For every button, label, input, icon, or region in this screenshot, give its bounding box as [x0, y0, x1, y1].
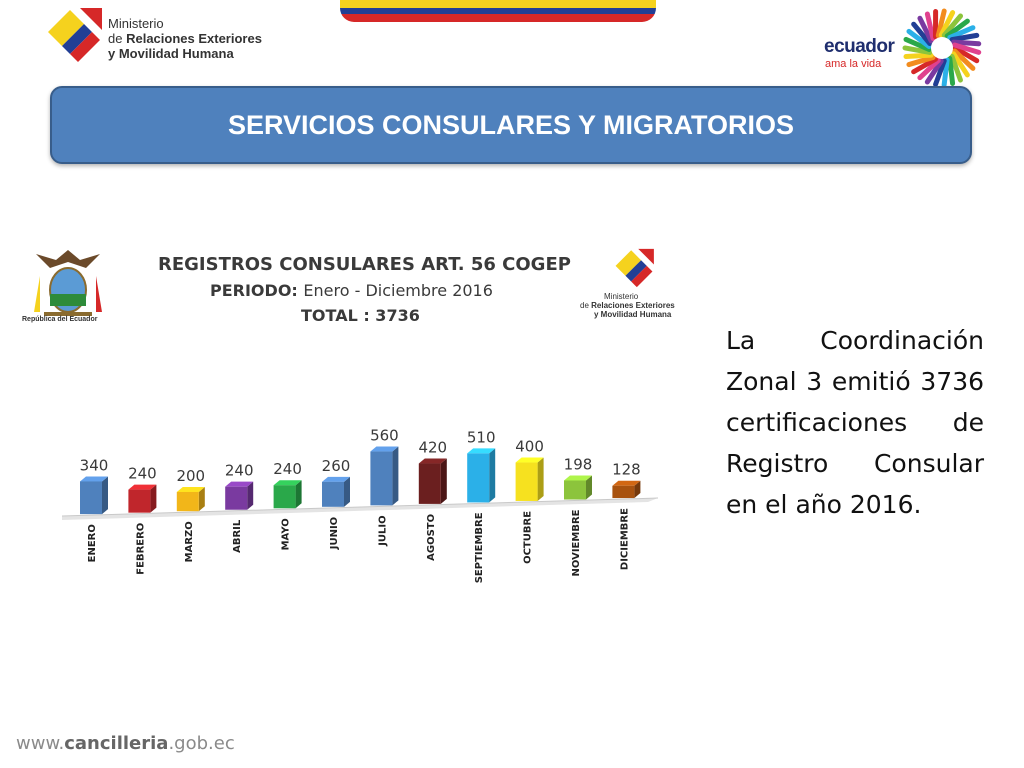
data-label-mayo: 240 [273, 460, 302, 478]
bar-side-mayo [295, 480, 302, 509]
bar-top-marzo [176, 486, 205, 492]
bar-top-abril [225, 481, 254, 487]
bar-side-noviembre [586, 475, 592, 500]
footer-url-domain: cancilleria [64, 733, 169, 754]
data-label-septiembre: 510 [467, 428, 496, 446]
bar-septiembre [467, 453, 490, 503]
data-label-agosto: 420 [418, 439, 447, 457]
bar-top-mayo [273, 480, 302, 486]
bar-side-febrero [150, 484, 157, 513]
period-value: Enero - Diciembre 2016 [303, 281, 493, 300]
small-ministry-logo: Ministerio de Relaciones Exteriores y Mo… [578, 246, 708, 324]
chart-panel: República del Ecuador REGISTROS CONSULAR… [18, 240, 708, 620]
coat-of-arms-icon [34, 250, 102, 316]
bar-noviembre [564, 480, 586, 500]
bar-junio [322, 481, 344, 507]
flag-strip [340, 0, 656, 22]
bar-side-agosto [440, 458, 447, 504]
x-tick-label-agosto: AGOSTO [426, 514, 437, 561]
bar-marzo [176, 491, 199, 512]
small-logo-line1: Ministerio [604, 292, 639, 301]
bar-side-septiembre [489, 448, 496, 503]
data-label-marzo: 200 [176, 467, 205, 485]
x-tick-label-mayo: MAYO [281, 518, 292, 550]
x-tick-label-julio: JULIO [377, 515, 388, 546]
bar-top-febrero [128, 484, 157, 490]
period-label: PERIODO: [210, 281, 298, 300]
ministry-logo: Ministerio de Relaciones Exteriores y Mo… [44, 4, 294, 72]
x-tick-label-marzo: MARZO [184, 521, 195, 562]
bar-side-julio [392, 446, 399, 506]
ministry-logo-line2: Relaciones Exteriores [126, 31, 262, 46]
x-tick-label-noviembre: NOVIEMBRE [571, 509, 582, 576]
bar-top-agosto [418, 458, 447, 464]
chart-header: REGISTROS CONSULARES ART. 56 COGEP PERIO… [158, 254, 571, 325]
x-tick-label-octubre: OCTUBRE [523, 511, 534, 564]
data-label-abril: 240 [225, 462, 254, 480]
small-logo-line3: y Movilidad Humana [594, 310, 672, 319]
ministry-logo-line3: y Movilidad Humana [108, 46, 234, 61]
bar-side-junio [344, 476, 350, 507]
bar-top-julio [370, 446, 399, 452]
bar-top-noviembre [564, 475, 592, 481]
bar-agosto [418, 463, 441, 504]
coat-label: República del Ecuador [22, 316, 98, 323]
bar-abril [225, 486, 248, 510]
bar-enero [80, 481, 102, 515]
ministry-logo-line2-prefix: de [108, 31, 123, 46]
bar-chart: 340 ENERO 240 FEBRERO 200 MARZO 240 ABRIL 240 MAY… [61, 427, 659, 583]
ministry-arrow-icon [48, 8, 102, 62]
small-ministry-arrow-icon [615, 248, 654, 288]
bar-diciembre [612, 485, 635, 499]
bar-side-octubre [537, 457, 544, 501]
bar-top-septiembre [467, 448, 496, 454]
bar-side-enero [102, 476, 108, 515]
ministry-logo-line1: Ministerio [108, 16, 164, 31]
slide-title: SERVICIOS CONSULARES Y MIGRATORIOS [227, 109, 795, 140]
x-tick-label-septiembre: SEPTIEMBRE [474, 512, 485, 583]
ecuador-logo-word: ecuador [824, 36, 895, 57]
data-label-julio: 560 [370, 427, 399, 445]
x-tick-label-diciembre: DICIEMBRE [619, 508, 630, 570]
sun-logo-icon [902, 8, 982, 88]
bar-side-marzo [198, 486, 205, 512]
ecuador-logo: ecuador ama la vida [820, 8, 990, 88]
footer-url: www.cancilleria.gob.ec [16, 733, 235, 754]
footer-url-suffix: .gob.ec [168, 733, 235, 754]
x-tick-label-abril: ABRIL [232, 519, 243, 553]
slide-title-banner: SERVICIOS CONSULARES Y MIGRATORIOS [50, 86, 972, 164]
data-label-junio: 260 [322, 457, 351, 475]
chart-title: REGISTROS CONSULARES ART. 56 COGEP [158, 254, 571, 275]
ecuador-logo-tagline: ama la vida [825, 58, 882, 70]
bar-mayo [273, 485, 296, 509]
data-label-febrero: 240 [128, 465, 157, 483]
bar-side-diciembre [634, 480, 641, 499]
bar-octubre [515, 462, 538, 501]
small-logo-line2-prefix: de [580, 301, 589, 310]
bar-top-enero [80, 476, 108, 482]
bar-julio [370, 451, 393, 506]
bar-top-diciembre [612, 480, 641, 486]
x-tick-label-enero: ENERO [87, 524, 98, 562]
x-tick-label-febrero: FEBRERO [135, 523, 146, 575]
chart-total: TOTAL : 3736 [301, 306, 420, 325]
data-label-enero: 340 [80, 456, 109, 474]
bar-febrero [128, 489, 151, 513]
data-label-octubre: 400 [515, 438, 544, 456]
x-tick-label-junio: JUNIO [329, 517, 340, 550]
description-text: La Coordinación Zonal 3 emitió 3736 cert… [726, 326, 984, 519]
data-label-diciembre: 128 [612, 461, 641, 479]
bar-side-abril [247, 481, 254, 510]
bar-top-octubre [515, 457, 544, 463]
footer-url-prefix: www. [16, 733, 65, 754]
small-logo-line2: Relaciones Exteriores [591, 301, 675, 310]
bar-top-junio [322, 476, 350, 482]
data-label-noviembre: 198 [564, 455, 593, 473]
